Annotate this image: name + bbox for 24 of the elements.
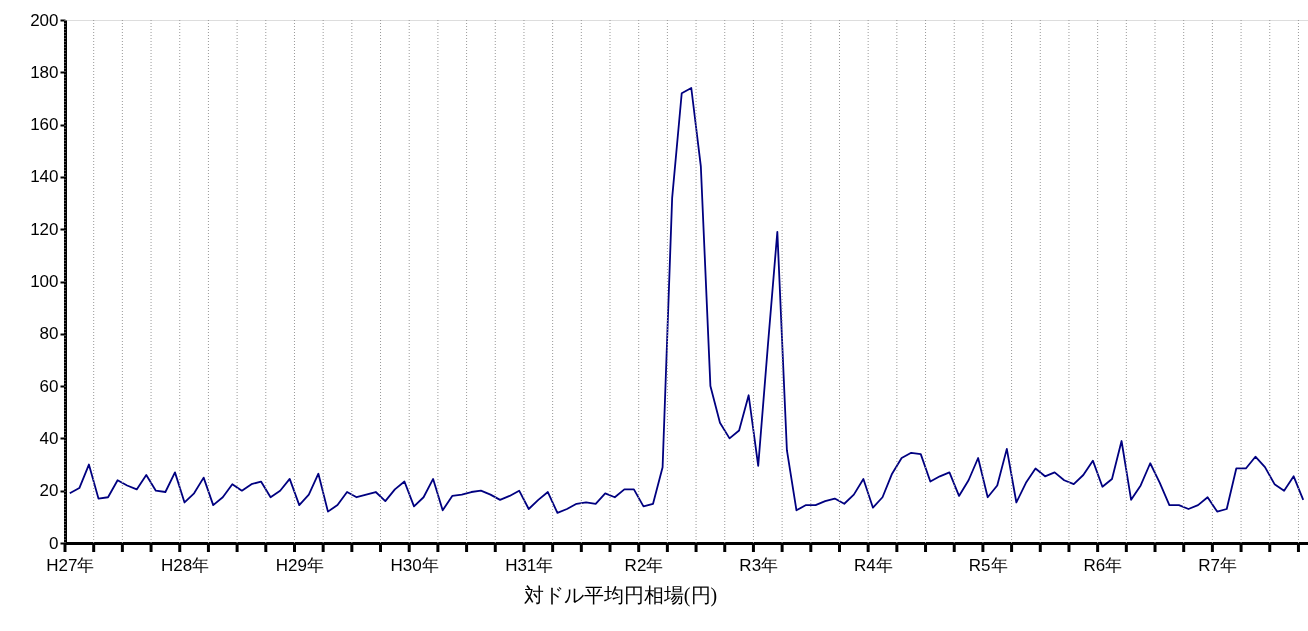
x-tick-label: R4年: [854, 555, 893, 575]
y-tick-label: 0: [49, 533, 59, 553]
y-tick-label: 20: [39, 481, 59, 501]
x-tick-label: R5年: [968, 555, 1008, 575]
y-tick-label: 140: [30, 167, 59, 187]
y-tick-label: 160: [30, 115, 59, 135]
x-tick-label: R6年: [1083, 555, 1123, 575]
y-tick-label: 120: [30, 219, 59, 239]
y-tick-label: 180: [30, 62, 59, 82]
x-tick-label: H30年: [390, 555, 439, 575]
x-tick-label: R3年: [739, 555, 779, 575]
y-tick-label: 60: [39, 376, 59, 396]
y-tick-label: 100: [30, 272, 59, 291]
x-tick-label: H31年: [505, 555, 554, 575]
x-tick-label: H29年: [275, 555, 324, 575]
x-tick-label: R7年: [1198, 555, 1238, 575]
y-tick-label: 40: [39, 428, 59, 448]
x-tick-label: R2年: [624, 555, 664, 575]
y-tick-label: 80: [39, 324, 59, 344]
x-tick-label: H27年: [46, 555, 95, 575]
x-tick-label: H28年: [160, 555, 210, 575]
y-tick-label: 200: [30, 10, 59, 30]
x-axis-title: 対ドル平均円相場(円): [523, 583, 718, 607]
line-series: [68, 87, 1305, 514]
